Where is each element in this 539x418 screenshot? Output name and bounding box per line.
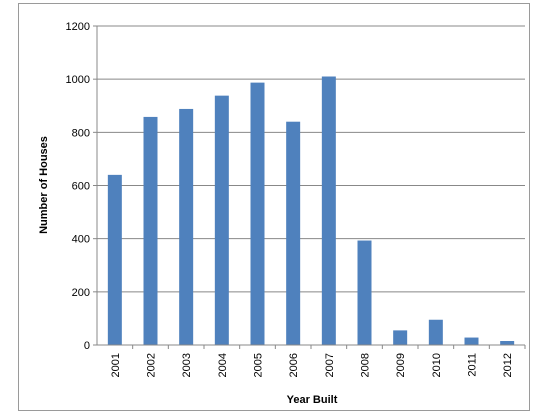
- y-tick-label: 1200: [66, 21, 90, 33]
- y-tick-label: 200: [72, 287, 90, 299]
- y-tick-label: 400: [72, 234, 90, 246]
- bar-2006: [286, 121, 301, 345]
- bars: [107, 76, 515, 345]
- x-tick-label-2009: 2009: [395, 353, 407, 377]
- y-tick-label: 0: [84, 340, 90, 352]
- bar-2012: [500, 341, 515, 345]
- x-tick-label-2004: 2004: [217, 353, 229, 377]
- x-tick-label-2011: 2011: [467, 353, 479, 377]
- bar-2004: [214, 95, 229, 345]
- bar-2003: [179, 108, 194, 345]
- x-tick-labels: 2001 2002 2003 2004 2005 2006 2007 2008 2009 2010…: [110, 345, 526, 377]
- bar-2001: [107, 174, 122, 345]
- x-tick-label-2010: 2010: [431, 353, 443, 377]
- x-axis-title: Year Built: [287, 394, 338, 406]
- bar-2011: [464, 337, 479, 345]
- x-tick-label-2002: 2002: [146, 353, 158, 377]
- bar-2007: [321, 76, 336, 345]
- gridlines: [97, 25, 525, 293]
- x-tick-label-2006: 2006: [288, 353, 300, 377]
- bar-2008: [357, 240, 372, 345]
- bar-2009: [393, 330, 408, 345]
- y-tick-label: 1000: [66, 74, 90, 86]
- bar-2005: [250, 82, 265, 345]
- x-tick-label-2001: 2001: [110, 353, 122, 377]
- y-axis-title: Number of Houses: [38, 136, 50, 234]
- x-tick-label-2005: 2005: [253, 353, 265, 377]
- y-tick-labels: 0 200 400 600 800 1000 1200: [66, 21, 97, 352]
- x-tick-label-2012: 2012: [502, 353, 514, 377]
- x-tick-label-2003: 2003: [181, 353, 193, 377]
- y-tick-label: 800: [72, 127, 90, 139]
- bar-2010: [428, 319, 443, 345]
- bar-2002: [143, 116, 158, 345]
- x-tick-label-2007: 2007: [324, 353, 336, 377]
- x-tick-label-2008: 2008: [360, 353, 372, 377]
- chart-frame: [18, 3, 530, 411]
- y-tick-label: 600: [72, 181, 90, 193]
